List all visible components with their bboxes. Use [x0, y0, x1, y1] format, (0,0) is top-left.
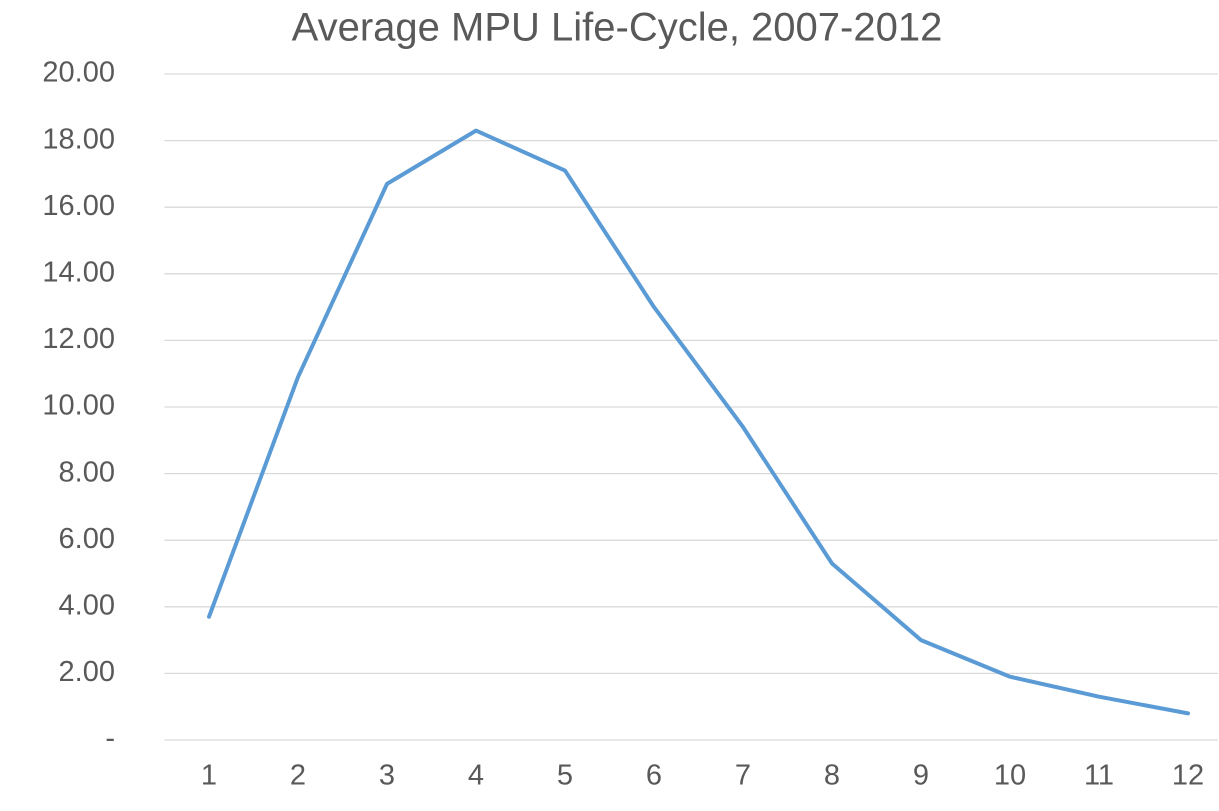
y-tick-label: 6.00	[59, 523, 115, 555]
x-tick-label: 11	[1084, 760, 1114, 792]
x-tick-label: 5	[557, 760, 573, 792]
x-tick-label: 8	[824, 760, 840, 792]
x-tick-label: 3	[379, 760, 395, 792]
y-tick-label: 10.00	[42, 390, 115, 422]
y-tick-label: 8.00	[59, 456, 115, 488]
line-series	[207, 128, 1190, 716]
y-tick-label: 2.00	[59, 656, 115, 688]
x-tick-label: 2	[290, 760, 306, 792]
x-tick-label: 1	[201, 760, 217, 792]
y-tick-label: 20.00	[42, 57, 115, 89]
chart-title: Average MPU Life-Cycle, 2007-2012	[292, 6, 943, 50]
x-tick-label: 12	[1172, 760, 1204, 792]
x-tick-label: 4	[468, 760, 484, 792]
x-tick-label: 7	[735, 760, 751, 792]
y-tick-label: 18.00	[42, 123, 115, 155]
x-tick-label: 10	[994, 760, 1026, 792]
x-tick-label: 6	[646, 760, 662, 792]
y-tick-label: -	[105, 723, 115, 755]
x-tick-label: 9	[913, 760, 929, 792]
y-tick-label: 16.00	[42, 190, 115, 222]
y-tick-label: 4.00	[59, 589, 115, 621]
y-tick-label: 12.00	[42, 323, 115, 355]
y-tick-label: 14.00	[42, 256, 115, 288]
